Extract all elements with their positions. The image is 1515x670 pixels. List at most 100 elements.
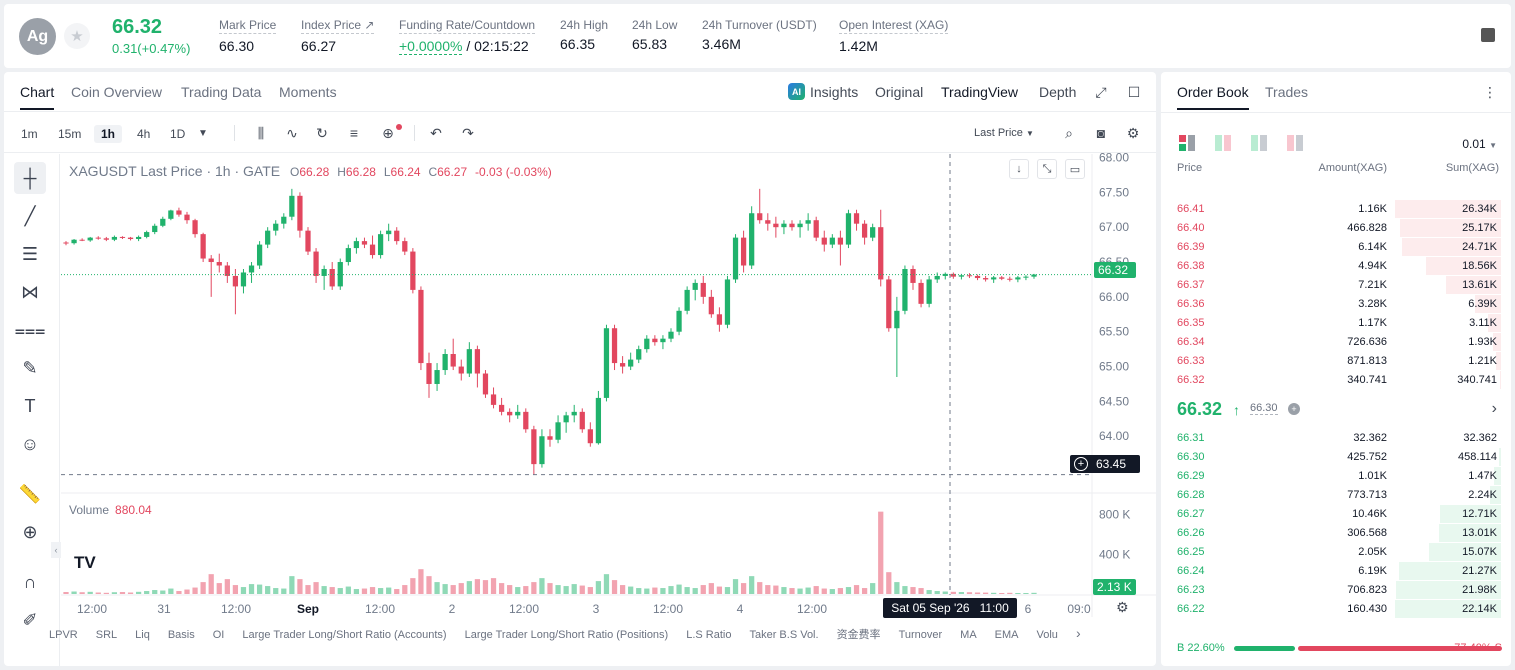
alert-add-icon[interactable]: ⊕ (382, 124, 394, 141)
redo-icon[interactable]: ↷ (462, 124, 474, 141)
ask-row[interactable]: 66.36 3.28K 6.39K (1161, 295, 1511, 314)
bid-row[interactable]: 66.31 32.362 32.362 (1161, 429, 1511, 448)
bid-row[interactable]: 66.26 306.568 13.01K (1161, 524, 1511, 543)
timeframe-1m[interactable]: 1m (21, 127, 38, 141)
view-both-icon[interactable] (1179, 135, 1195, 151)
tab-order-book[interactable]: Order Book (1177, 84, 1249, 110)
tab-moments[interactable]: Moments (279, 84, 337, 100)
maximize-pane-icon[interactable]: ▭ (1065, 159, 1085, 179)
ask-row[interactable]: 66.33 871.813 1.21K (1161, 352, 1511, 371)
indicator-9[interactable]: 资金费率 (836, 629, 881, 641)
candle-type-icon[interactable]: ⫼ (257, 124, 265, 141)
ask-row[interactable]: 66.34 726.636 1.93K (1161, 333, 1511, 352)
bid-row[interactable]: 66.25 2.05K 15.07K (1161, 543, 1511, 562)
candlestick-chart[interactable]: 68.0067.5067.0066.5066.0065.5065.0064.50… (4, 72, 1156, 666)
expand-icon[interactable]: ⤢ (1095, 83, 1107, 100)
bid-row[interactable]: 66.28 773.713 2.24K (1161, 486, 1511, 505)
pattern-icon[interactable]: ⋈ (21, 281, 39, 302)
trendline-icon[interactable]: ╱ (24, 205, 36, 226)
favorite-star-icon[interactable]: ★ (64, 23, 90, 49)
ask-row[interactable]: 66.39 6.14K 24.71K (1161, 238, 1511, 257)
stat-open-interest[interactable]: Open Interest (XAG) 1.42M (839, 18, 949, 54)
tab-chart[interactable]: Chart (20, 84, 55, 110)
horizontal-lines-icon[interactable]: ☰ (21, 243, 39, 264)
ruler-icon[interactable]: 📏 (18, 483, 42, 504)
indicator-0[interactable]: LPVR (49, 629, 78, 641)
tab-depth[interactable]: Depth (1039, 84, 1077, 100)
view-split-icon[interactable] (1215, 135, 1231, 151)
indicator-13[interactable]: Volu (1036, 629, 1058, 641)
bid-row[interactable]: 66.30 425.752 458.114 (1161, 448, 1511, 467)
bid-row[interactable]: 66.27 10.46K 12.71K (1161, 505, 1511, 524)
scroll-down-icon[interactable]: ↓ (1009, 159, 1029, 179)
stat-funding-rate[interactable]: Funding Rate/Countdown +0.0000% / 02:15:… (399, 18, 536, 55)
timeframe-1h[interactable]: 1h (94, 125, 123, 143)
tab-original[interactable]: Original (875, 84, 924, 100)
indicator-12[interactable]: EMA (994, 629, 1019, 641)
tab-tradingview[interactable]: TradingView (941, 84, 1019, 100)
camera-icon[interactable]: ◙ (1096, 125, 1106, 141)
bid-row[interactable]: 66.22 160.430 22.14K (1161, 600, 1511, 619)
window-icon[interactable]: ☐ (1127, 83, 1141, 100)
ask-row[interactable]: 66.38 4.94K 18.56K (1161, 257, 1511, 276)
bid-row[interactable]: 66.23 706.823 21.98K (1161, 581, 1511, 600)
timeframe-1d[interactable]: 1D (170, 127, 186, 141)
indicators-icon[interactable]: ∿ (286, 124, 298, 141)
indicator-10[interactable]: Turnover (898, 629, 943, 641)
add-alert-icon[interactable]: + (1074, 457, 1088, 471)
indicator-11[interactable]: MA (960, 629, 977, 641)
guide-book-icon[interactable] (1481, 28, 1495, 42)
indicator-7[interactable]: L.S Ratio (686, 629, 732, 641)
crosshair-icon[interactable]: ┼ (14, 162, 46, 194)
row-sum: 25.17K (1462, 222, 1497, 234)
brush-icon[interactable]: ✎ (22, 357, 38, 378)
bid-row[interactable]: 66.24 6.19K 21.27K (1161, 562, 1511, 581)
view-asks-icon[interactable] (1287, 135, 1303, 151)
ask-row[interactable]: 66.37 7.21K 13.61K (1161, 276, 1511, 295)
emoji-icon[interactable]: ☺ (20, 433, 40, 454)
zoom-in-icon[interactable]: ⊕ (22, 521, 38, 542)
indicator-5[interactable]: Large Trader Long/Short Ratio (Accounts) (242, 629, 447, 641)
pencil-lock-icon[interactable]: ✐ (22, 609, 38, 630)
chevron-right-icon[interactable]: › (1491, 400, 1497, 417)
collapse-toolbar-icon[interactable]: ‹ (51, 542, 61, 558)
text-icon[interactable]: T (24, 395, 36, 416)
stat-index-price[interactable]: Index Price ↗ 66.27 (301, 18, 375, 54)
chart-settings-icon[interactable]: ⚙ (1116, 599, 1129, 615)
info-icon[interactable]: + (1288, 403, 1300, 415)
indicator-4[interactable]: OI (212, 629, 225, 641)
row-amount: 1.16K (1358, 203, 1387, 215)
ask-row[interactable]: 66.35 1.17K 3.11K (1161, 314, 1511, 333)
more-menu-icon[interactable]: ⋮ (1483, 84, 1497, 100)
indicator-6[interactable]: Large Trader Long/Short Ratio (Positions… (464, 629, 669, 641)
fib-icon[interactable]: ⩶ (14, 319, 46, 340)
collapse-pane-icon[interactable]: ⤡ (1037, 159, 1057, 179)
price-type-select[interactable]: Last Price ▼ (967, 125, 1041, 141)
magnet-icon[interactable]: ∩ (23, 571, 37, 592)
indicator-1[interactable]: SRL (95, 629, 118, 641)
bid-row[interactable]: 66.29 1.01K 1.47K (1161, 467, 1511, 486)
tab-trades[interactable]: Trades (1265, 84, 1309, 100)
volume-bar (982, 592, 989, 594)
timeframe-4h[interactable]: 4h (137, 127, 151, 141)
chevron-right-icon[interactable]: › (1075, 625, 1081, 641)
indicator-3[interactable]: Basis (167, 629, 195, 641)
undo-icon[interactable]: ↶ (430, 124, 442, 141)
search-icon[interactable]: ⌕ (1065, 124, 1073, 141)
tab-coin-overview[interactable]: Coin Overview (71, 84, 163, 100)
timeframe-15m[interactable]: 15m (58, 127, 82, 141)
ask-row[interactable]: 66.32 340.741 340.741 (1161, 371, 1511, 390)
tab-trading-data[interactable]: Trading Data (181, 84, 262, 100)
ask-row[interactable]: 66.41 1.16K 26.34K (1161, 200, 1511, 219)
tab-insights[interactable]: Insights (810, 84, 859, 100)
indicator-2[interactable]: Liq (135, 629, 150, 641)
compare-icon[interactable]: ↻ (316, 124, 328, 141)
indicator-8[interactable]: Taker B.S Vol. (749, 629, 819, 641)
timeframe-dropdown-icon[interactable]: ▼ (198, 127, 208, 139)
templates-icon[interactable]: ≡ (349, 125, 359, 141)
precision-select[interactable]: 0.01 ▼ (1462, 137, 1497, 151)
ask-row[interactable]: 66.40 466.828 25.17K (1161, 219, 1511, 238)
settings-gear-icon[interactable]: ⚙ (1126, 124, 1140, 141)
stat-mark-price[interactable]: Mark Price 66.30 (219, 18, 277, 54)
view-bids-icon[interactable] (1251, 135, 1267, 151)
